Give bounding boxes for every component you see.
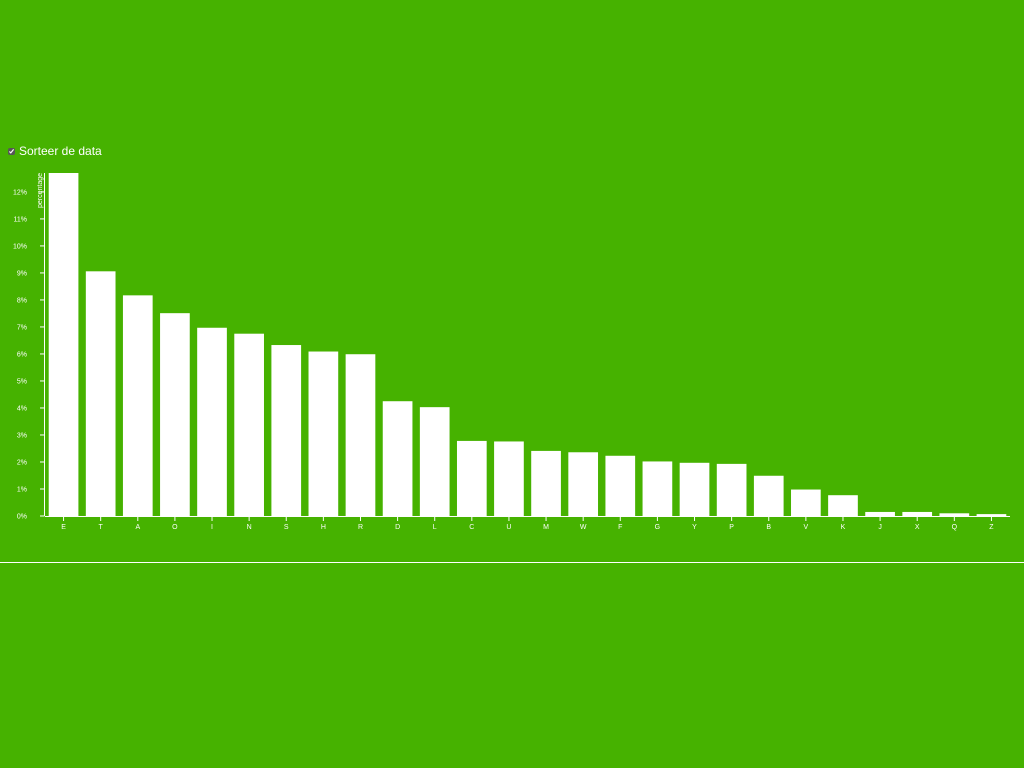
y-tick-label: 8% (17, 297, 27, 304)
bar-s[interactable] (271, 345, 302, 516)
x-tick-label: E (61, 524, 66, 531)
bar-y[interactable] (679, 462, 710, 516)
y-tick-label: 12% (13, 189, 27, 196)
bar-x[interactable] (902, 511, 933, 516)
x-tick-label: F (618, 524, 622, 531)
x-tick-label: R (358, 524, 363, 531)
bars (48, 173, 1007, 516)
y-tick-label: 3% (17, 432, 27, 439)
bar-a[interactable] (122, 295, 153, 516)
x-tick-label: L (433, 524, 437, 531)
x-tick-label: X (915, 524, 920, 531)
bar-k[interactable] (828, 495, 858, 516)
x-tick-label: J (878, 524, 882, 531)
x-tick-label: O (172, 524, 178, 531)
x-tick-label: W (580, 524, 587, 531)
bar-d[interactable] (382, 401, 413, 516)
y-tick-label: 5% (17, 378, 27, 385)
x-tick-label: U (506, 524, 511, 531)
bar-p[interactable] (716, 463, 747, 516)
x-tick-label: G (655, 524, 660, 531)
bar-g[interactable] (642, 461, 673, 516)
x-tick-label: V (804, 524, 809, 531)
x-tick-label: T (99, 524, 104, 531)
x-tick-label: P (729, 524, 734, 531)
bar-t[interactable] (85, 271, 116, 516)
x-tick-label: Z (989, 524, 994, 531)
x-tick-label: B (766, 524, 771, 531)
bar-u[interactable] (494, 441, 524, 516)
bar-e[interactable] (48, 173, 79, 516)
bar-v[interactable] (791, 489, 821, 516)
y-tick-label: 11% (14, 216, 28, 223)
x-tick-label: K (841, 524, 846, 531)
x-tick-label: N (247, 524, 252, 531)
x-tick-label: M (543, 524, 549, 531)
x-tick-label: D (395, 524, 400, 531)
x-tick-label: I (211, 524, 213, 531)
bar-b[interactable] (753, 475, 784, 516)
bar-r[interactable] (345, 354, 376, 516)
bar-w[interactable] (568, 452, 599, 516)
x-tick-label: A (135, 524, 140, 531)
bar-m[interactable] (531, 450, 561, 516)
bar-n[interactable] (234, 333, 264, 516)
y-tick-label: 10% (13, 243, 27, 250)
y-tick-label: 2% (17, 459, 27, 466)
x-tick-label: Q (952, 524, 958, 531)
sort-checkbox[interactable] (8, 147, 15, 155)
sort-label: Sorteer de data (19, 144, 102, 158)
y-tick-label: 0% (17, 514, 27, 521)
bar-i[interactable] (197, 327, 227, 516)
bar-l[interactable] (419, 407, 450, 516)
y-tick-label: 7% (17, 324, 27, 331)
x-tick-label: C (469, 524, 474, 531)
bar-z[interactable] (976, 514, 1007, 516)
bar-f[interactable] (605, 455, 636, 516)
y-tick-label: 4% (17, 405, 27, 412)
bar-h[interactable] (308, 351, 339, 516)
y-tick-label: 9% (17, 270, 27, 277)
x-tick-label: H (321, 524, 326, 531)
y-axis: 0% 1% 2% 3% 4% 5% 6% 7% 8% 9% 10% 11% 12% (13, 173, 45, 521)
bar-j[interactable] (865, 511, 895, 516)
y-tick-label: 1% (17, 486, 27, 493)
y-tick-label: 6% (17, 351, 27, 358)
bar-c[interactable] (456, 440, 487, 516)
x-tick-label: S (284, 524, 289, 531)
bar-q[interactable] (939, 513, 970, 516)
y-axis-label: percentage (37, 173, 44, 208)
x-tick-label: Y (692, 524, 697, 531)
bar-chart: 0% 1% 2% 3% 4% 5% 6% 7% 8% 9% 10% 11% 12% percentage… (13, 173, 1010, 531)
divider-line (0, 562, 1024, 563)
bar-o[interactable] (160, 313, 190, 516)
sort-control[interactable]: Sorteer de data (8, 144, 102, 158)
